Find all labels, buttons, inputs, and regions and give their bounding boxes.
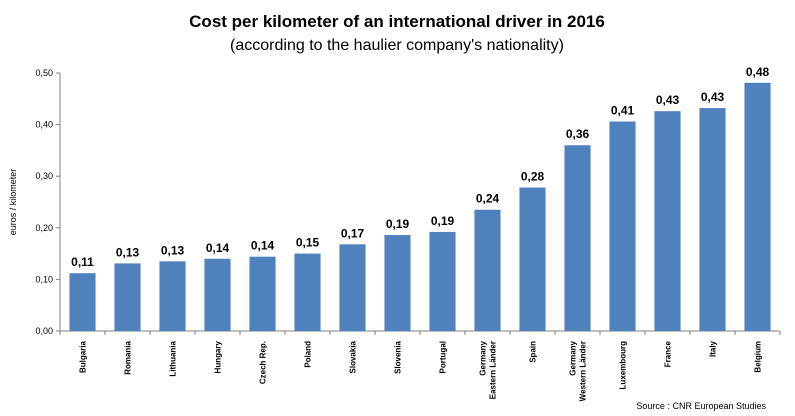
bar — [384, 235, 411, 331]
bar — [69, 273, 96, 331]
y-tick-label: 0,10 — [35, 274, 53, 284]
bar — [159, 261, 186, 331]
chart-subtitle: (according to the haulier company's nati… — [230, 37, 564, 54]
category-label: Hungary — [214, 340, 223, 373]
data-label: 0,14 — [251, 239, 275, 253]
category-label: Italy — [709, 340, 718, 357]
y-tick-label: 0,50 — [35, 68, 53, 78]
data-label: 0,19 — [431, 214, 455, 228]
bar — [204, 258, 231, 331]
y-tick-label: 0,40 — [35, 120, 53, 130]
category-label: Bulgaria — [79, 340, 88, 373]
plot-area: 0,00 0,10 0,20 0,30 0,40 0,50 0,11 Bulgaria 0,13… — [35, 65, 781, 401]
y-tick-label: 0,20 — [35, 223, 53, 233]
bar — [249, 256, 276, 331]
data-label: 0,19 — [386, 217, 410, 231]
y-axis-label: euros / kilometer — [8, 169, 18, 236]
chart-title: Cost per kilometer of an international d… — [189, 12, 605, 31]
bar — [114, 263, 141, 331]
data-label: 0,17 — [341, 226, 365, 240]
y-tick-label: 0,00 — [35, 326, 53, 336]
category-label: Portugal — [439, 341, 448, 373]
data-label: 0,13 — [116, 245, 140, 259]
data-label: 0,11 — [71, 255, 94, 269]
data-label: 0,13 — [161, 243, 185, 257]
data-label: 0,48 — [746, 65, 770, 79]
category-label: GermanyWestern Länder — [569, 340, 588, 401]
data-label: 0,43 — [701, 90, 725, 104]
bar — [654, 111, 681, 332]
category-label: France — [664, 340, 673, 367]
bar — [744, 82, 771, 331]
y-tick-label: 0,30 — [35, 171, 53, 181]
bar — [519, 187, 546, 331]
data-label: 0,43 — [656, 93, 680, 107]
data-label: 0,28 — [521, 170, 545, 184]
data-label: 0,15 — [296, 236, 320, 250]
data-label: 0,36 — [566, 127, 590, 141]
category-label: Spain — [529, 341, 538, 363]
bar — [339, 244, 366, 331]
bar — [294, 253, 321, 331]
bar — [699, 108, 726, 331]
category-label: Slovenia — [394, 340, 403, 373]
category-label: Poland — [304, 341, 313, 368]
bar — [564, 145, 591, 331]
source-note: Source : CNR European Studies — [636, 401, 766, 411]
category-label: GermanyEastern Länder — [479, 340, 498, 399]
bar — [429, 231, 456, 331]
data-label: 0,14 — [206, 241, 230, 255]
category-label: Lithuania — [169, 340, 178, 376]
bar — [609, 121, 636, 331]
category-label: Belgium — [754, 341, 763, 373]
category-label: Romania — [124, 340, 133, 374]
category-label: Luxembourg — [619, 341, 628, 390]
bar — [474, 209, 501, 331]
category-label: Czech Rep. — [259, 341, 268, 384]
data-label: 0,24 — [476, 192, 500, 206]
category-label: Slovakia — [349, 340, 358, 373]
data-label: 0,41 — [611, 104, 635, 118]
